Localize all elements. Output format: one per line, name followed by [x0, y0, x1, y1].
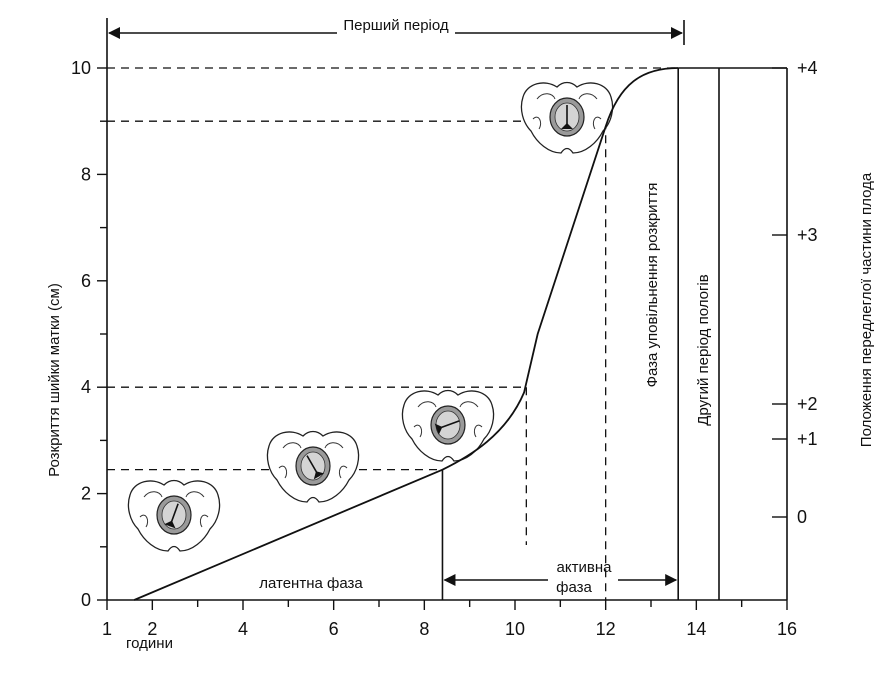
- fontanelle: [306, 455, 325, 480]
- y2-axis-label: Положення передлеглої частини плода: [858, 172, 875, 447]
- x-tick-label-8: 8: [419, 619, 429, 639]
- x-tick-label-14: 14: [686, 619, 706, 639]
- pelvis-icon-3: [401, 389, 495, 462]
- occiput-mark: [434, 423, 443, 435]
- second-stage-label: Другий період пологів: [695, 274, 712, 426]
- x-tick-label-6: 6: [329, 619, 339, 639]
- pelvis-wing-left: [536, 93, 556, 100]
- x-axis-label: години: [126, 635, 173, 652]
- pelvis-curve-right: [199, 514, 209, 528]
- y-tick-label-6: 6: [81, 271, 91, 291]
- pelvis-curve-right: [338, 465, 348, 479]
- pelvis-curve-left: [413, 424, 423, 438]
- deceleration-phase-label: Фаза уповільнення розкриття: [644, 183, 661, 388]
- fontanelle: [434, 420, 460, 435]
- top-span-arrow-right: [671, 27, 683, 39]
- pelvis-icon-2: [266, 430, 360, 503]
- top-annotation: Перший період: [343, 17, 449, 34]
- pelvis-curve-right: [473, 424, 483, 438]
- active-phase-label-1: активна: [557, 559, 613, 576]
- occiput-mark: [164, 520, 176, 529]
- pelvis-icons: [127, 81, 614, 552]
- latent-phase-label: латентна фаза: [259, 575, 363, 592]
- pelvis-icon-1: [127, 479, 221, 552]
- x-tick-label-12: 12: [596, 619, 616, 639]
- y2-tick-label-+2: +2: [797, 394, 818, 414]
- pelvis-wing-right: [459, 401, 479, 408]
- tick-marks: [97, 67, 788, 610]
- y2-tick-label-+4: +4: [797, 58, 818, 78]
- pelvis-curve-left: [278, 465, 288, 479]
- active-arrow-right-head: [665, 574, 678, 586]
- x-tick-label-16: 16: [777, 619, 797, 639]
- y-axis-label: Розкриття шийки матки (см): [46, 283, 63, 477]
- occiput-mark: [313, 471, 325, 480]
- y-tick-label-4: 4: [81, 377, 91, 397]
- active-arrow-left-head: [443, 574, 456, 586]
- dilation-curve: [133, 67, 679, 601]
- pelvis-wing-left: [282, 442, 302, 449]
- pelvis-curve-right: [592, 116, 602, 130]
- reference-lines: [107, 67, 787, 600]
- top-span-arrow-left: [108, 27, 120, 39]
- active-phase-label-2: фаза: [556, 579, 592, 596]
- pelvis-wing-left: [417, 401, 437, 408]
- y2-tick-label-0: 0: [797, 507, 807, 527]
- x-tick-label-1: 1: [102, 619, 112, 639]
- pelvis-icon-4: [520, 81, 614, 154]
- y-tick-label-2: 2: [81, 484, 91, 504]
- axes: [106, 18, 788, 601]
- y2-tick-label-+1: +1: [797, 429, 818, 449]
- pelvis-wing-right: [324, 442, 344, 449]
- x-tick-label-10: 10: [505, 619, 525, 639]
- pelvis-wing-right: [578, 93, 598, 100]
- pelvis-curve-left: [532, 116, 542, 130]
- occiput-mark: [561, 123, 573, 129]
- pelvis-wing-right: [185, 491, 205, 498]
- y-tick-label-10: 10: [71, 58, 91, 78]
- x-tick-label-2: 2: [147, 619, 157, 639]
- y-tick-label-8: 8: [81, 164, 91, 184]
- pelvis-curve-left: [139, 514, 149, 528]
- x-tick-label-4: 4: [238, 619, 248, 639]
- fontanelle: [164, 503, 179, 529]
- pelvis-wing-left: [143, 491, 163, 498]
- y2-tick-label-+3: +3: [797, 225, 818, 245]
- fontanelle: [561, 105, 573, 129]
- y-tick-label-0: 0: [81, 590, 91, 610]
